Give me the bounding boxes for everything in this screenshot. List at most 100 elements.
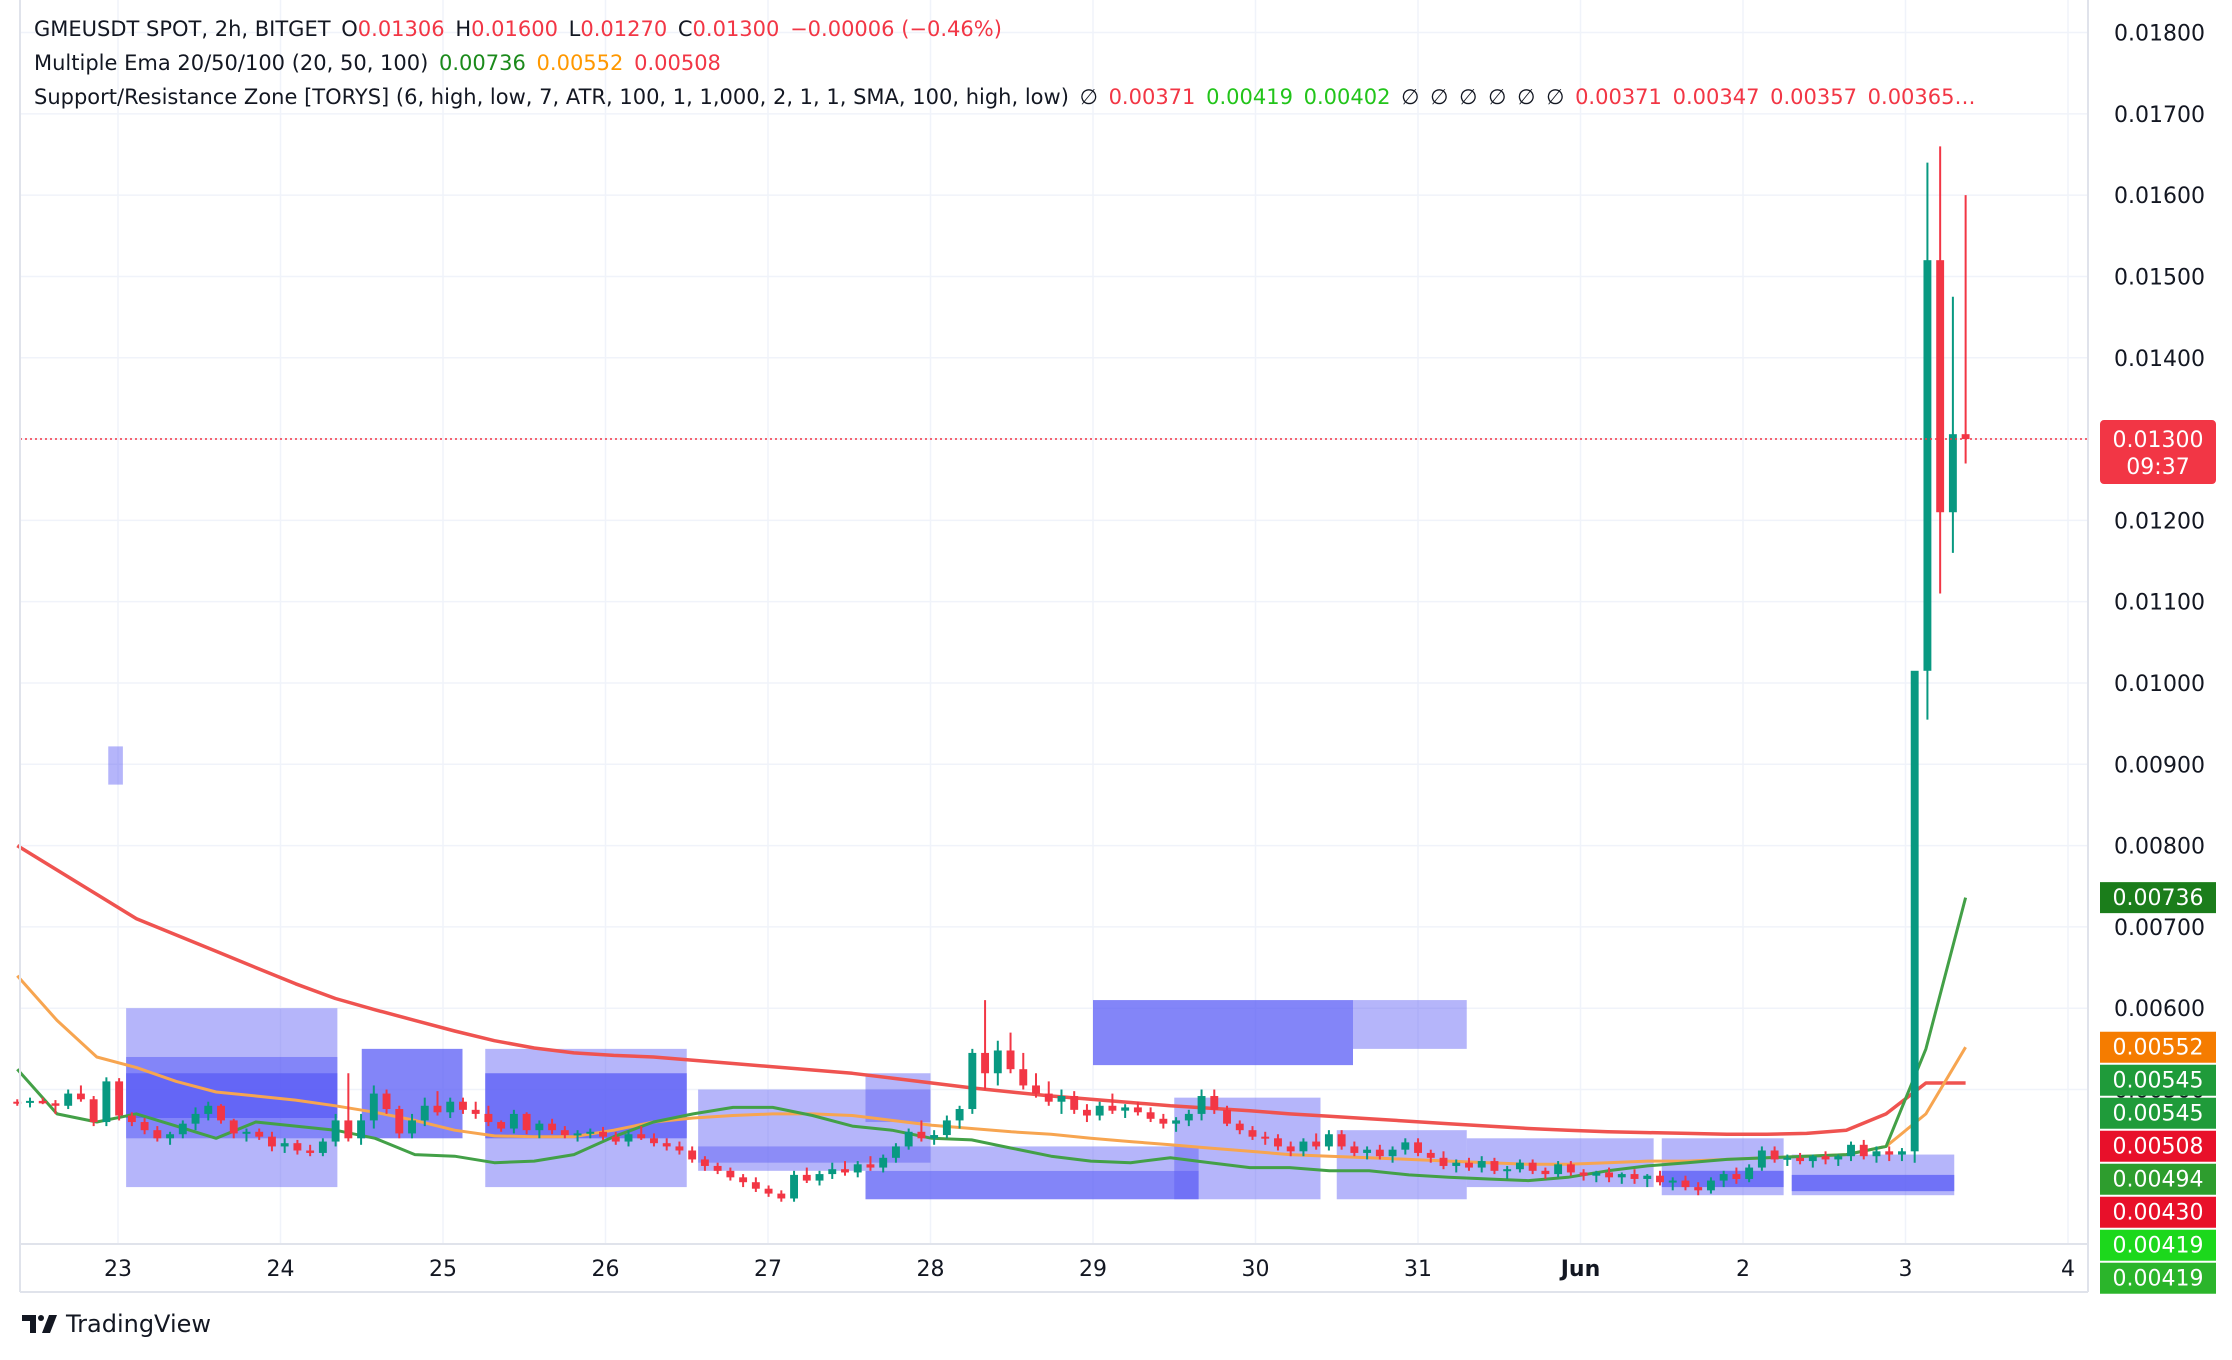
candle-body <box>853 1164 862 1173</box>
sr-zone <box>698 1089 931 1163</box>
sr-indicator-row[interactable]: Support/Resistance Zone [TORYS] (6, high… <box>34 80 1980 114</box>
candle-body <box>891 1146 900 1158</box>
high-value: 0.01600 <box>471 17 558 41</box>
candle-body <box>1248 1130 1257 1137</box>
candle-body <box>318 1141 327 1153</box>
high-label: H <box>455 17 472 41</box>
ema20-line <box>16 897 1968 1183</box>
open-value: 0.01306 <box>357 17 445 41</box>
candle-body <box>1274 1138 1282 1147</box>
candle-body <box>1592 1172 1601 1176</box>
candle-body <box>662 1143 671 1147</box>
sr-zone <box>1791 1174 1955 1192</box>
candle-body <box>102 1081 111 1123</box>
candle-body <box>879 1157 888 1168</box>
sr-value-3: 0.00402 <box>1303 85 1391 109</box>
candle-body <box>586 1131 595 1134</box>
candle-body <box>1923 260 1932 671</box>
candle-body <box>1745 1167 1754 1179</box>
ema-lines <box>16 844 1968 1183</box>
symbol-title[interactable]: GMEUSDT SPOT, 2h, BITGET <box>34 17 331 41</box>
candle-body <box>1337 1134 1346 1147</box>
candle-body <box>217 1105 225 1121</box>
candle-body <box>1541 1170 1550 1175</box>
ema-indicator-row[interactable]: Multiple Ema 20/50/100 (20, 50, 100) 0.0… <box>34 46 1980 80</box>
time-axis[interactable]: 23 24 25 26 27 28 29 30 31 Jun 2 3 4 <box>104 1257 2075 1282</box>
time-tick-label: 30 <box>1242 1257 1270 1282</box>
candle-body <box>713 1165 722 1171</box>
time-tick-label: Jun <box>1559 1257 1601 1282</box>
candle-body <box>1872 1151 1881 1157</box>
indicator-price-label: 0.00545 <box>2113 1069 2204 1094</box>
ema-indicator-name[interactable]: Multiple Ema 20/50/100 (20, 50, 100) <box>34 51 429 75</box>
candle-body <box>1783 1157 1792 1160</box>
candle-body <box>1515 1162 1524 1170</box>
sr-zone <box>1093 1000 1353 1066</box>
price-tick-label: 0.01800 <box>2114 22 2205 47</box>
time-tick-label: 31 <box>1404 1257 1432 1282</box>
candle-body <box>955 1109 964 1121</box>
candle-body <box>904 1131 913 1147</box>
candle-body <box>1057 1096 1066 1102</box>
ema100-line <box>16 844 1966 1136</box>
candle-body <box>1159 1118 1168 1124</box>
tradingview-logo-icon <box>22 1315 57 1333</box>
close-label: C <box>677 17 693 41</box>
low-label: L <box>568 17 581 41</box>
time-tick-label: 28 <box>917 1257 945 1282</box>
candle-body <box>1961 434 1970 440</box>
candle-body <box>382 1093 391 1110</box>
candle-body <box>1108 1105 1117 1111</box>
low-value: 0.01270 <box>580 17 668 41</box>
sr-indicator-name[interactable]: Support/Resistance Zone [TORYS] (6, high… <box>34 85 1069 109</box>
candle-body <box>751 1182 760 1189</box>
candle-body <box>548 1123 557 1131</box>
time-tick-label: 23 <box>104 1257 132 1282</box>
indicator-price-badge <box>2100 882 2216 914</box>
candle-body <box>420 1105 429 1121</box>
sr-value-1: 0.00371 <box>1108 85 1196 109</box>
price-tick-label: 0.01600 <box>2114 184 2205 209</box>
candle-body <box>1936 260 1945 513</box>
candle-body <box>267 1136 276 1147</box>
candle-body <box>293 1143 302 1151</box>
candle-body <box>993 1050 1002 1074</box>
candle-body <box>1503 1169 1512 1172</box>
candle-body <box>1032 1085 1040 1094</box>
time-tick-label: 2 <box>1736 1257 1750 1282</box>
candle-body <box>815 1174 824 1181</box>
price-tick-label: 0.00900 <box>2114 753 2205 778</box>
sr-empty-value: ∅ <box>1546 85 1565 109</box>
candle-body <box>51 1103 60 1106</box>
candle-body <box>471 1109 480 1114</box>
candle-body <box>1668 1180 1677 1183</box>
chart-legend: GMEUSDT SPOT, 2h, BITGET O0.01306 H0.016… <box>34 12 1980 114</box>
price-axis[interactable]: 0.01800 0.01700 0.01600 0.01500 0.01400 0.013… <box>2114 22 2205 1104</box>
candle-body <box>1184 1113 1193 1121</box>
sr-zone <box>698 1146 1199 1171</box>
symbol-row[interactable]: GMEUSDT SPOT, 2h, BITGET O0.01306 H0.016… <box>34 12 1980 46</box>
candle-body <box>1312 1141 1321 1147</box>
candle-body <box>153 1130 162 1139</box>
indicator-price-label: 0.00552 <box>2113 1036 2204 1061</box>
candle-body <box>89 1099 98 1123</box>
candle-body <box>700 1159 709 1166</box>
sr-empty-value: ∅ <box>1430 85 1449 109</box>
candle-body <box>1643 1175 1652 1179</box>
candle-body <box>484 1113 493 1123</box>
candle-body <box>497 1122 506 1129</box>
tradingview-logo[interactable]: TradingView <box>22 1310 211 1338</box>
candle-body <box>1566 1164 1575 1173</box>
indicator-price-badge <box>2100 1097 2216 1129</box>
candle-body <box>509 1113 518 1129</box>
candle-body <box>76 1093 85 1100</box>
candle-body <box>650 1138 658 1144</box>
candle-body <box>942 1120 951 1136</box>
candle-body <box>599 1131 607 1137</box>
open-label: O <box>341 17 358 41</box>
indicator-price-label: 0.00736 <box>2113 886 2204 911</box>
candle-body <box>981 1052 990 1074</box>
indicator-price-badge <box>2100 1130 2216 1162</box>
candle-body <box>38 1100 47 1104</box>
